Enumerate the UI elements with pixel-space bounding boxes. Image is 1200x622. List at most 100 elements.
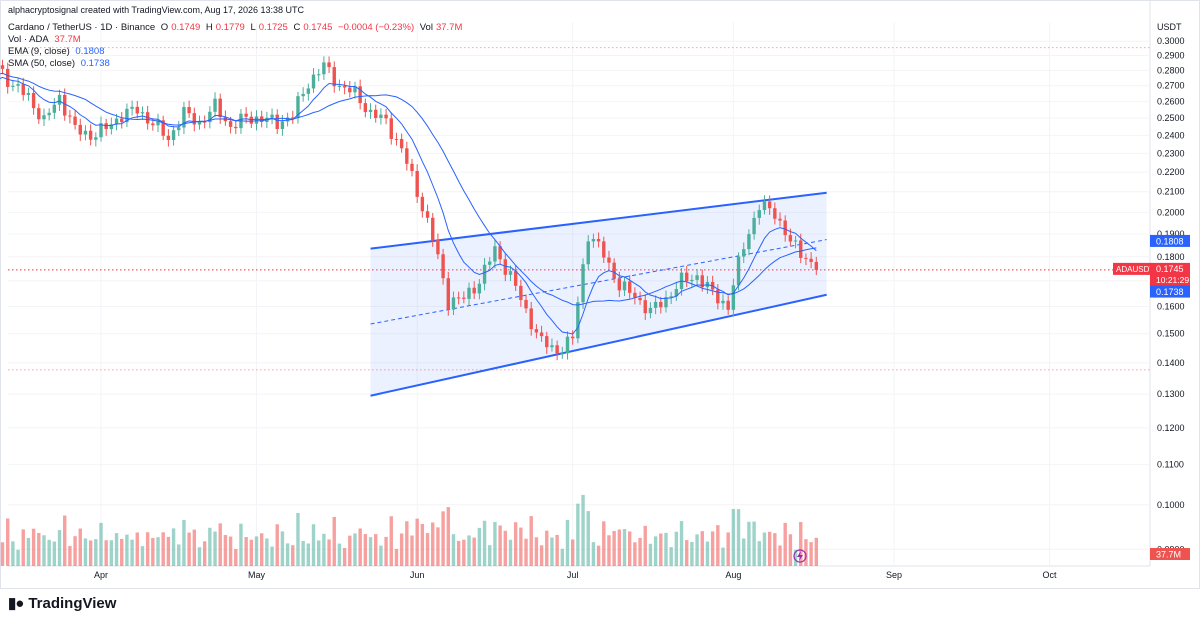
- volume-bar: [503, 530, 507, 566]
- sma-legend[interactable]: SMA (50, close) 0.1738: [8, 58, 113, 69]
- ticker-tag: [1113, 262, 1151, 275]
- tradingview-logo-icon: ▮●: [8, 595, 24, 612]
- volume-bar: [576, 503, 580, 566]
- volume-bar: [451, 534, 456, 566]
- volume-bar: [519, 527, 523, 566]
- volume-bar: [254, 536, 259, 566]
- volume-bar: [114, 533, 119, 566]
- volume-bar: [783, 522, 787, 566]
- channel-upper-line: [370, 191, 827, 250]
- volume-bar: [462, 539, 466, 566]
- candle-body: [534, 329, 539, 333]
- candle-body: [322, 62, 326, 75]
- candle-body: [809, 258, 813, 262]
- candle-body: [503, 259, 507, 275]
- volume-bar: [591, 542, 596, 566]
- volume-bar: [223, 535, 228, 566]
- candle-body: [21, 84, 25, 95]
- volume-bar: [685, 540, 689, 566]
- volume-bar: [560, 548, 565, 566]
- volume-bar: [125, 534, 129, 566]
- volume-bar: [52, 541, 57, 566]
- candle-body: [721, 300, 725, 304]
- y-tick-label: 0.1200: [1157, 423, 1185, 433]
- volume-legend[interactable]: Vol · ADA 37.7M: [8, 34, 84, 45]
- candle-body: [410, 163, 414, 171]
- volume-bar: [192, 529, 196, 566]
- candle-body: [446, 278, 450, 310]
- ma-price-tag: [1150, 285, 1190, 298]
- candle-body: [197, 121, 202, 125]
- volume-bar: [596, 545, 601, 566]
- volume-bar: [565, 519, 570, 566]
- close-label: C: [293, 22, 301, 33]
- candle-body: [88, 130, 93, 140]
- lightning-icon: [793, 549, 807, 563]
- volume-bar: [467, 535, 471, 566]
- volume-bar: [482, 520, 487, 566]
- y-tick-label: 0.1600: [1157, 301, 1185, 311]
- volume-bar: [182, 519, 186, 566]
- volume-bar: [6, 518, 10, 566]
- candle-body: [695, 275, 699, 280]
- volume-bar: [249, 539, 254, 566]
- candle-body: [327, 62, 331, 68]
- volume-bar: [389, 516, 393, 566]
- volume-bar: [778, 545, 782, 566]
- open-label: O: [160, 22, 169, 33]
- candle-body: [151, 123, 155, 126]
- volume-bar: [716, 525, 720, 566]
- candle-body: [793, 240, 798, 242]
- candle-body: [436, 240, 440, 255]
- volume-bar: [731, 509, 736, 566]
- symbol-legend: Cardano / TetherUS · 1D · Binance O 0.174…: [8, 22, 465, 33]
- candle-body: [405, 148, 409, 164]
- candle-body: [524, 299, 528, 309]
- x-tick-label: Oct: [1043, 570, 1058, 580]
- candle-body: [317, 74, 321, 76]
- candle-body: [467, 287, 471, 299]
- price-tag: [1150, 262, 1190, 287]
- volume-bar: [31, 528, 36, 566]
- volume-bar: [145, 532, 150, 566]
- volume-bar: [679, 521, 684, 566]
- candle-body: [482, 264, 487, 284]
- candle-body: [622, 281, 627, 291]
- volume-bar: [244, 537, 248, 566]
- volume-bar: [695, 534, 699, 566]
- volume-bar: [202, 541, 207, 566]
- candle-body: [628, 281, 632, 293]
- candle-body: [389, 118, 393, 139]
- candle-body: [477, 283, 482, 294]
- ema-legend[interactable]: EMA (9, close) 0.1808: [8, 46, 107, 57]
- volume-bar: [26, 537, 31, 566]
- candle-body: [513, 271, 518, 286]
- candle-body: [368, 109, 373, 113]
- volume-bar: [301, 541, 305, 566]
- volume-bar: [353, 533, 357, 566]
- volume-bar: [140, 546, 145, 566]
- volume-bar: [332, 516, 336, 566]
- volume-bar: [37, 532, 41, 566]
- close-value: 0.1745: [303, 22, 333, 33]
- candle-body: [508, 271, 513, 275]
- open-value: 0.1749: [171, 22, 201, 33]
- candle-body: [555, 345, 559, 354]
- candle-body: [648, 307, 653, 314]
- candle-body: [700, 275, 704, 288]
- candle-body: [617, 278, 622, 291]
- candle-body: [120, 118, 124, 123]
- volume-bar: [809, 542, 813, 566]
- tradingview-logo[interactable]: ▮● TradingView: [8, 594, 116, 613]
- axis-unit: USDT: [1157, 22, 1182, 32]
- volume-bar: [394, 548, 399, 566]
- candle-body: [643, 300, 647, 314]
- volume-bar: [767, 531, 772, 566]
- volume-bar: [358, 528, 362, 566]
- candle-body: [747, 234, 751, 250]
- candle-body: [814, 261, 818, 270]
- volume-bar: [804, 539, 808, 566]
- candle-body: [187, 107, 191, 114]
- candle-body: [736, 256, 741, 286]
